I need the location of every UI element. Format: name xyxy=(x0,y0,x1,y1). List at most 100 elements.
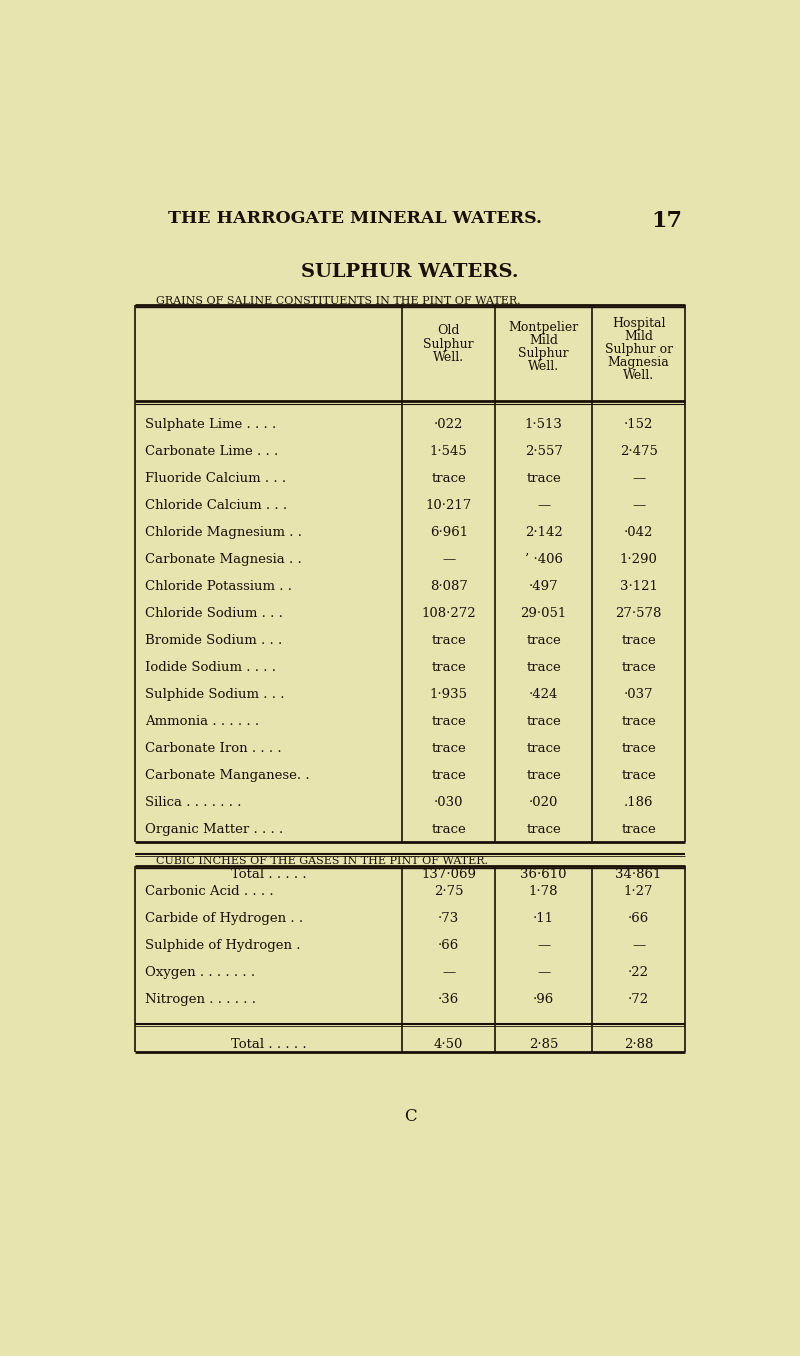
Text: 108·272: 108·272 xyxy=(422,607,476,620)
Text: Well.: Well. xyxy=(528,359,559,373)
Text: ·96: ·96 xyxy=(533,993,554,1006)
Text: 34·861: 34·861 xyxy=(615,868,662,881)
Text: trace: trace xyxy=(526,769,561,781)
Text: Mild: Mild xyxy=(624,330,653,343)
Text: ·73: ·73 xyxy=(438,913,459,925)
Text: —: — xyxy=(632,938,646,952)
Text: CUBIC INCHES OF THE GASES IN THE PINT OF WATER.: CUBIC INCHES OF THE GASES IN THE PINT OF… xyxy=(156,856,488,865)
Text: Chloride Magnesium . .: Chloride Magnesium . . xyxy=(145,526,302,540)
Text: 29·051: 29·051 xyxy=(521,607,567,620)
Text: ·152: ·152 xyxy=(624,419,654,431)
Text: Carbonate Iron . . . .: Carbonate Iron . . . . xyxy=(145,742,282,755)
Text: ·11: ·11 xyxy=(533,913,554,925)
Text: 2·75: 2·75 xyxy=(434,885,463,898)
Text: Organic Matter . . . .: Organic Matter . . . . xyxy=(145,823,283,835)
Text: Ammonia . . . . . .: Ammonia . . . . . . xyxy=(145,715,259,728)
Text: —: — xyxy=(442,965,455,979)
Text: Chloride Potassium . .: Chloride Potassium . . xyxy=(145,580,292,593)
Text: 3·121: 3·121 xyxy=(620,580,658,593)
Text: ·042: ·042 xyxy=(624,526,654,540)
Text: trace: trace xyxy=(431,715,466,728)
Text: Bromide Sodium . . .: Bromide Sodium . . . xyxy=(145,635,282,647)
Text: 36·610: 36·610 xyxy=(521,868,567,881)
Text: Sulphate Lime . . . .: Sulphate Lime . . . . xyxy=(145,419,276,431)
Text: —: — xyxy=(537,965,550,979)
Text: —: — xyxy=(632,499,646,513)
Text: 137·069: 137·069 xyxy=(422,868,476,881)
Text: ·424: ·424 xyxy=(529,687,558,701)
Text: GRAINS OF SALINE CONSTITUENTS IN THE PINT OF WATER.: GRAINS OF SALINE CONSTITUENTS IN THE PIN… xyxy=(156,296,521,306)
Text: Mild: Mild xyxy=(529,334,558,347)
Text: —: — xyxy=(537,938,550,952)
Text: ·022: ·022 xyxy=(434,419,463,431)
Text: trace: trace xyxy=(526,823,561,835)
Text: Sulphur: Sulphur xyxy=(518,347,569,359)
Text: ·72: ·72 xyxy=(628,993,649,1006)
Text: trace: trace xyxy=(431,635,466,647)
Text: trace: trace xyxy=(526,742,561,755)
Text: —: — xyxy=(632,472,646,485)
Text: trace: trace xyxy=(622,635,656,647)
Text: Carbonate Magnesia . .: Carbonate Magnesia . . xyxy=(145,553,302,565)
Text: trace: trace xyxy=(622,742,656,755)
Text: 27·578: 27·578 xyxy=(615,607,662,620)
Text: Iodide Sodium . . . .: Iodide Sodium . . . . xyxy=(145,660,276,674)
Text: 4·50: 4·50 xyxy=(434,1039,463,1051)
Text: ·22: ·22 xyxy=(628,965,649,979)
Text: 17: 17 xyxy=(652,210,683,232)
Text: Sulphur: Sulphur xyxy=(423,338,474,350)
Text: SULPHUR WATERS.: SULPHUR WATERS. xyxy=(301,263,519,281)
Text: 1·545: 1·545 xyxy=(430,445,468,458)
Text: Sulphide Sodium . . .: Sulphide Sodium . . . xyxy=(145,687,285,701)
Text: THE HARROGATE MINERAL WATERS.: THE HARROGATE MINERAL WATERS. xyxy=(168,210,542,228)
Text: ·66: ·66 xyxy=(628,913,650,925)
Text: 8·087: 8·087 xyxy=(430,580,468,593)
Text: trace: trace xyxy=(622,823,656,835)
Text: 1·935: 1·935 xyxy=(430,687,468,701)
Text: Total . . . . .: Total . . . . . xyxy=(230,868,306,881)
Text: Montpelier: Montpelier xyxy=(509,320,579,334)
Text: .186: .186 xyxy=(624,796,654,808)
Text: Nitrogen . . . . . .: Nitrogen . . . . . . xyxy=(145,993,256,1006)
Text: Carbonic Acid . . . .: Carbonic Acid . . . . xyxy=(145,885,274,898)
Text: Sulphide of Hydrogen .: Sulphide of Hydrogen . xyxy=(145,938,301,952)
Text: trace: trace xyxy=(431,769,466,781)
Text: Sulphur or: Sulphur or xyxy=(605,343,673,355)
Text: 6·961: 6·961 xyxy=(430,526,468,540)
Text: 2·142: 2·142 xyxy=(525,526,562,540)
Text: —: — xyxy=(537,499,550,513)
Text: 10·217: 10·217 xyxy=(426,499,472,513)
Text: Carbide of Hydrogen . .: Carbide of Hydrogen . . xyxy=(145,913,303,925)
Text: trace: trace xyxy=(622,660,656,674)
Text: ·36: ·36 xyxy=(438,993,459,1006)
Text: Well.: Well. xyxy=(623,369,654,382)
Text: Carbonate Lime . . .: Carbonate Lime . . . xyxy=(145,445,278,458)
Text: 2·557: 2·557 xyxy=(525,445,562,458)
Text: ·66: ·66 xyxy=(438,938,459,952)
Text: trace: trace xyxy=(622,769,656,781)
Text: trace: trace xyxy=(622,715,656,728)
Text: Hospital: Hospital xyxy=(612,317,666,330)
Text: —: — xyxy=(442,553,455,565)
Text: 1·27: 1·27 xyxy=(624,885,654,898)
Text: Oxygen . . . . . . .: Oxygen . . . . . . . xyxy=(145,965,255,979)
Text: trace: trace xyxy=(431,660,466,674)
Text: Chloride Sodium . . .: Chloride Sodium . . . xyxy=(145,607,283,620)
Text: Total . . . . .: Total . . . . . xyxy=(230,1039,306,1051)
Text: ·497: ·497 xyxy=(529,580,558,593)
Text: ’ ·406: ’ ·406 xyxy=(525,553,562,565)
Text: Fluoride Calcium . . .: Fluoride Calcium . . . xyxy=(145,472,286,485)
Text: C: C xyxy=(404,1108,416,1125)
Text: ·037: ·037 xyxy=(624,687,654,701)
Text: trace: trace xyxy=(526,635,561,647)
Text: trace: trace xyxy=(431,742,466,755)
Text: Magnesia: Magnesia xyxy=(608,357,670,369)
Text: ·030: ·030 xyxy=(434,796,463,808)
Text: Silica . . . . . . .: Silica . . . . . . . xyxy=(145,796,242,808)
Text: trace: trace xyxy=(431,823,466,835)
Text: Old: Old xyxy=(438,324,460,338)
Text: 1·78: 1·78 xyxy=(529,885,558,898)
Text: 2·475: 2·475 xyxy=(620,445,658,458)
Text: trace: trace xyxy=(526,660,561,674)
Text: trace: trace xyxy=(526,715,561,728)
